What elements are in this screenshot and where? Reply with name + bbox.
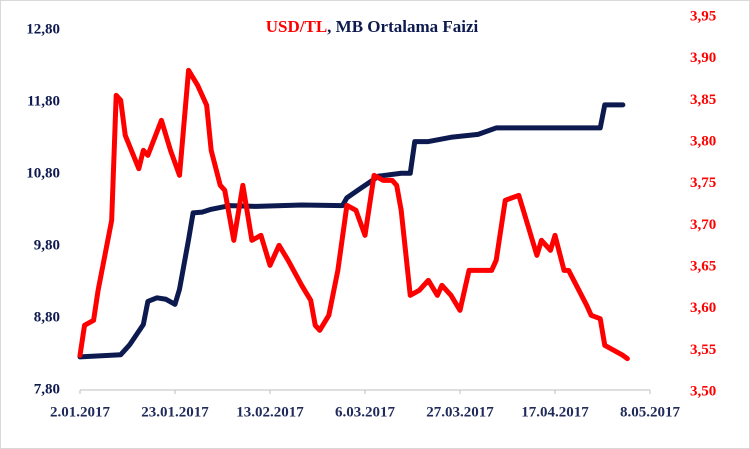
y2-tick-label: 3,70 (690, 217, 716, 233)
y2-tick-label: 3,75 (690, 175, 716, 191)
y-tick-label: 12,80 (26, 21, 60, 37)
series-line (77, 102, 626, 360)
x-tick-label: 17.04.2017 (521, 404, 589, 420)
y2-tick-label: 3,50 (690, 383, 716, 399)
y2-tick-label: 3,55 (690, 342, 716, 358)
y2-tick-label: 3,80 (690, 133, 716, 149)
y-tick-label: 9,80 (34, 237, 60, 253)
title-part: USD/TL (266, 17, 327, 36)
x-tick-label: 8.05.2017 (620, 404, 681, 420)
y2-tick-label: 3,90 (690, 50, 716, 66)
x-tick-label: 13.02.2017 (236, 404, 304, 420)
y2-tick-label: 3,95 (690, 8, 716, 24)
y2-tick-label: 3,60 (690, 300, 716, 316)
x-tick-label: 2.01.2017 (50, 404, 111, 420)
title-part: , MB Ortalama Faizi (327, 17, 478, 36)
y2-tick-label: 3,65 (690, 258, 716, 274)
chart-title: USD/TL, MB Ortalama Faizi (266, 17, 479, 36)
y-tick-label: 7,80 (34, 381, 60, 397)
y2-tick-label: 3,85 (690, 92, 716, 108)
x-tick-label: 6.03.2017 (335, 404, 396, 420)
y-tick-label: 8,80 (34, 309, 60, 325)
y-tick-label: 10,80 (26, 165, 60, 181)
y-tick-label: 11,80 (27, 93, 60, 109)
x-tick-label: 23.01.2017 (141, 404, 209, 420)
x-tick-label: 27.03.2017 (426, 404, 494, 420)
series-line (77, 67, 630, 362)
